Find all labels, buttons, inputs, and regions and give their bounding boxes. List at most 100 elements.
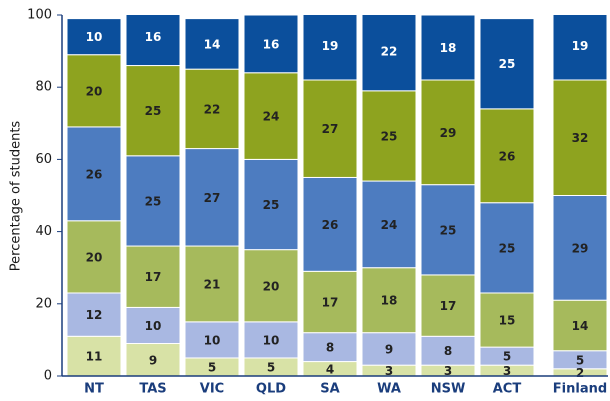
value-label: 16 [263,37,280,51]
value-label: 14 [572,319,589,333]
value-label: 10 [204,333,221,347]
value-label: 9 [149,353,157,367]
x-tick-label: VIC [200,382,224,397]
value-label: 26 [86,167,103,181]
bar-segment [361,15,417,92]
y-tick-label: 100 [27,8,52,23]
value-label: 17 [440,299,457,313]
x-tick-label: QLD [256,382,286,397]
bar-segment [302,15,358,81]
bar-segment [243,15,299,74]
bar-segment [420,335,476,366]
value-label: 19 [572,39,589,53]
value-label: 25 [145,104,162,118]
bar-segment [243,321,299,359]
value-label: 25 [263,198,280,212]
bar-segment [66,54,122,128]
bar-segment [66,335,122,376]
value-label: 10 [86,30,103,44]
value-label: 25 [381,129,398,143]
x-tick-label: NT [84,382,104,397]
value-label: 27 [204,191,221,205]
x-tick-label: Finland [553,382,607,397]
x-tick-label: NSW [431,382,466,397]
value-label: 8 [444,344,452,358]
value-label: 2 [576,366,584,380]
value-label: 17 [145,270,162,284]
bar-segment [479,202,535,294]
value-label: 10 [145,319,162,333]
bar-segment [361,332,417,366]
value-label: 21 [204,277,221,291]
bar-segment [243,158,299,251]
value-label: 18 [381,294,398,308]
x-tick-label: ACT [493,382,522,397]
bar-segment [361,180,417,269]
value-label: 14 [204,37,221,51]
value-label: 5 [576,353,584,367]
bar-segment [479,18,535,110]
value-label: 3 [444,364,452,378]
value-label: 16 [145,30,162,44]
bar-segment [552,79,608,196]
value-label: 5 [267,360,275,374]
value-label: 12 [86,308,103,322]
bar-segment [552,299,608,352]
value-label: 25 [145,194,162,208]
y-tick-label: 0 [44,369,52,384]
value-label: 25 [440,223,457,237]
value-label: 4 [326,362,334,376]
bar-segment [184,18,240,70]
y-tick-label: 60 [35,152,52,167]
value-label: 22 [381,45,398,59]
bar-segment [125,15,181,67]
value-label: 17 [322,295,339,309]
value-label: 24 [263,110,280,124]
bar-segment [302,270,358,334]
value-label: 32 [572,131,589,145]
value-label: 25 [499,241,516,255]
value-label: 22 [204,102,221,116]
value-label: 11 [86,350,103,364]
value-label: 20 [86,84,103,98]
bar-segment [552,195,608,301]
value-label: 3 [503,364,511,378]
bar-segment [361,267,417,334]
y-tick-label: 40 [35,224,52,239]
value-label: 25 [499,57,516,71]
value-label: 19 [322,39,339,53]
value-label: 10 [263,333,280,347]
bar-segment [420,15,476,81]
value-label: 27 [322,122,339,136]
y-tick-label: 80 [35,80,52,95]
value-label: 29 [440,126,457,140]
bar-segment [125,155,181,247]
y-axis-label: Percentage of students [9,121,24,272]
value-label: 3 [385,364,393,378]
x-tick-label: WA [377,382,401,397]
bar-segment [125,65,181,157]
bar-segment [66,126,122,222]
bar-segment [184,148,240,247]
value-label: 20 [263,279,280,293]
y-tick-label: 20 [35,296,52,311]
value-label: 8 [326,341,334,355]
value-label: 5 [503,350,511,364]
bar-segment [302,332,358,363]
bar-segment [66,292,122,337]
x-tick-label: SA [320,382,339,397]
value-label: 29 [572,241,589,255]
bar-segment [420,274,476,337]
bar-segment [479,292,535,348]
x-tick-label: TAS [139,382,166,397]
bar-segment [184,68,240,150]
value-label: 18 [440,41,457,55]
bar-segment [184,245,240,323]
value-label: 24 [381,218,398,232]
bar-segment [66,220,122,294]
bar-segment [302,176,358,272]
value-label: 20 [86,250,103,264]
value-label: 15 [499,314,516,328]
bar-segment [66,18,122,56]
